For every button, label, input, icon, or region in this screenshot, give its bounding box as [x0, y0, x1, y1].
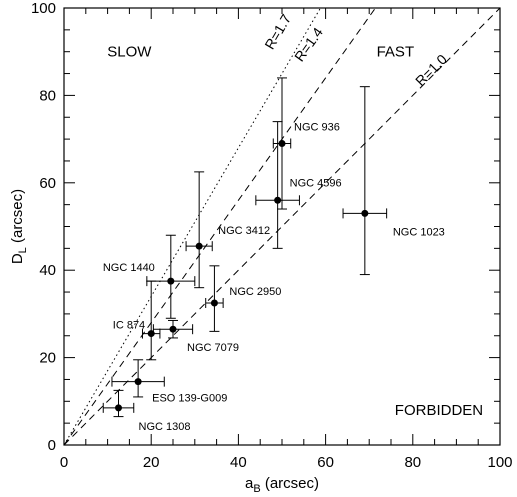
region-label-fast: FAST: [377, 44, 415, 61]
data-point: [169, 325, 177, 333]
point-label: NGC 1440: [103, 262, 155, 274]
x-tick-label: 100: [487, 454, 512, 471]
point-label: NGC 3412: [218, 225, 270, 237]
point-label: NGC 936: [294, 121, 340, 133]
data-point-group: [146, 234, 196, 319]
data-point: [134, 378, 142, 386]
point-label: NGC 1308: [139, 421, 191, 433]
point-label: NGC 7079: [187, 342, 239, 354]
point-label: NGC 2950: [229, 286, 281, 298]
data-point: [274, 196, 282, 204]
y-tick-label: 40: [39, 262, 56, 279]
y-tick-label: 0: [48, 437, 56, 454]
data-point: [361, 209, 369, 217]
y-tick-label: 80: [39, 87, 56, 104]
y-axis-title: DL (arcsec): [9, 189, 29, 264]
data-point-group: [152, 319, 194, 339]
y-tick-label: 60: [39, 175, 56, 192]
point-label: NGC 4596: [290, 177, 342, 189]
region-label-slow: SLOW: [107, 44, 152, 61]
point-label: IC 874: [113, 320, 145, 332]
x-tick-label: 40: [230, 454, 247, 471]
data-point-group: [272, 77, 292, 210]
reference-line-label: R=1.0: [412, 51, 450, 89]
reference-line-2: [64, 8, 376, 445]
point-label: NGC 1023: [393, 226, 445, 238]
data-point-group: [255, 121, 300, 249]
x-tick-label: 60: [317, 454, 334, 471]
x-tick-label: 20: [143, 454, 160, 471]
data-point: [195, 242, 203, 250]
data-point-group: [102, 389, 135, 418]
data-point-group: [342, 86, 388, 276]
reference-line-label: R=1.4: [291, 24, 326, 64]
data-point: [115, 404, 122, 412]
data-point-group: [185, 171, 213, 289]
data-point: [210, 299, 218, 307]
plot-area: [64, 8, 500, 445]
x-tick-label: 80: [404, 454, 421, 471]
y-tick-label: 100: [31, 0, 56, 17]
reference-line-3: [64, 8, 500, 445]
axis-ticks: 0 20 40 60 80 100 0 20 40 60 80 100: [31, 0, 513, 471]
plot-content: R=1.7R=1.4 R=1.0 SLOW FAST FORBIDDEN NGC 936 N…: [64, 8, 500, 445]
data-point: [167, 277, 175, 285]
reference-line-1: [64, 8, 321, 445]
x-axis-title: aB (arcsec): [245, 475, 319, 495]
data-point-group: [141, 280, 161, 361]
x-tick-label: 0: [60, 454, 68, 471]
data-point-group: [205, 265, 224, 332]
y-tick-label: 20: [39, 350, 56, 367]
data-point-group: [111, 359, 165, 398]
data-point: [278, 139, 286, 147]
region-label-forbidden: FORBIDDEN: [395, 402, 483, 419]
reference-line-label: R=1.7: [261, 11, 294, 52]
point-label: ESO 139-G009: [152, 393, 227, 405]
